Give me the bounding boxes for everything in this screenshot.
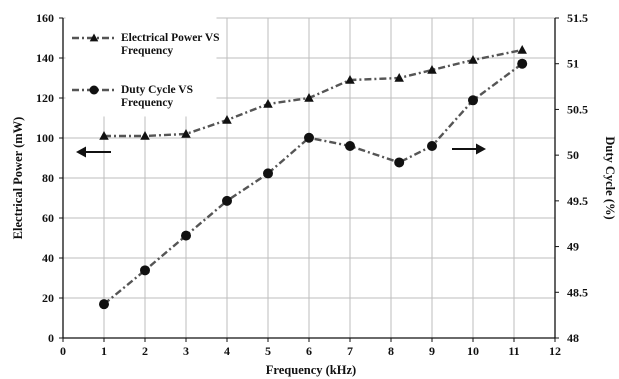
x-tick-label: 2 <box>142 344 148 358</box>
data-point-circle <box>517 58 528 69</box>
legend-marker-triangle <box>89 33 99 42</box>
x-axis-title: Frequency (kHz) <box>266 363 356 377</box>
legend-label: Frequency <box>121 45 173 57</box>
x-tick-label: 1 <box>101 344 107 358</box>
x-tick-label: 11 <box>508 344 519 358</box>
data-point-circle <box>468 95 478 106</box>
data-point-circle <box>345 141 355 151</box>
legend-label: Frequency <box>121 97 173 109</box>
y2-tick-label: 48.5 <box>567 285 588 299</box>
y2-tick-label: 49.5 <box>567 194 588 208</box>
x-tick-label: 3 <box>183 344 189 358</box>
data-point-circle <box>140 265 150 276</box>
data-point-triangle <box>222 115 232 124</box>
data-point-triangle <box>140 131 150 140</box>
y-tick-label: 100 <box>36 131 54 145</box>
y-tick-label: 0 <box>48 331 54 345</box>
data-point-triangle <box>304 93 314 102</box>
x-tick-label: 6 <box>306 344 312 358</box>
data-point-triangle <box>427 65 437 74</box>
y-tick-label: 20 <box>42 291 54 305</box>
series-2 <box>99 58 528 310</box>
y-tick-label: 140 <box>36 51 54 65</box>
data-point-triangle <box>99 131 109 140</box>
y-tick-label: 40 <box>42 251 54 265</box>
y-tick-label: 60 <box>42 211 54 225</box>
x-tick-label: 12 <box>549 344 561 358</box>
x-tick-label: 0 <box>60 344 66 358</box>
y2-tick-label: 49 <box>567 240 579 254</box>
y-tick-label: 80 <box>42 171 54 185</box>
data-point-triangle <box>394 73 404 82</box>
y2-axis-title: Duty Cycle (%) <box>603 136 617 219</box>
series-line <box>103 62 523 306</box>
left-arrow-annotation <box>76 146 111 158</box>
y2-tick-label: 51.5 <box>567 11 588 25</box>
y-tick-label: 160 <box>36 11 54 25</box>
tick-labels: 0 1 2 3 4 5 6 7 8 9 10 11 12020406080100120140160484… <box>36 11 588 358</box>
x-tick-label: 4 <box>224 344 230 358</box>
y2-tick-label: 48 <box>567 331 579 345</box>
data-point-circle <box>263 168 273 179</box>
right-arrow-annotation <box>452 143 486 155</box>
x-tick-label: 8 <box>388 344 394 358</box>
legend-marker-circle <box>89 85 99 95</box>
data-point-circle <box>394 157 405 168</box>
data-point-triangle <box>181 129 191 138</box>
data-point-circle <box>427 141 437 151</box>
series-layer <box>99 45 528 310</box>
data-point-circle <box>181 230 191 241</box>
y-tick-label: 120 <box>36 91 54 105</box>
y-axis-title: Electrical Power (mW) <box>11 117 25 240</box>
data-point-circle <box>304 132 314 143</box>
y2-tick-label: 50 <box>567 148 579 162</box>
data-point-triangle <box>517 45 527 54</box>
series-1 <box>99 45 527 140</box>
legend-label: Duty Cycle VS <box>121 84 193 96</box>
data-point-triangle <box>468 55 478 64</box>
axes <box>59 17 559 342</box>
data-point-circle <box>222 195 232 206</box>
data-point-triangle <box>263 99 273 108</box>
data-point-triangle <box>345 75 355 84</box>
x-tick-label: 7 <box>347 344 353 358</box>
data-point-circle <box>99 299 109 310</box>
x-tick-label: 10 <box>467 344 479 358</box>
y2-tick-label: 51 <box>567 57 579 71</box>
legend-background <box>65 13 217 117</box>
y2-tick-label: 50.5 <box>567 102 588 116</box>
legend-label: Electrical Power VS <box>121 32 220 44</box>
x-tick-label: 9 <box>429 344 435 358</box>
x-tick-label: 5 <box>265 344 271 358</box>
